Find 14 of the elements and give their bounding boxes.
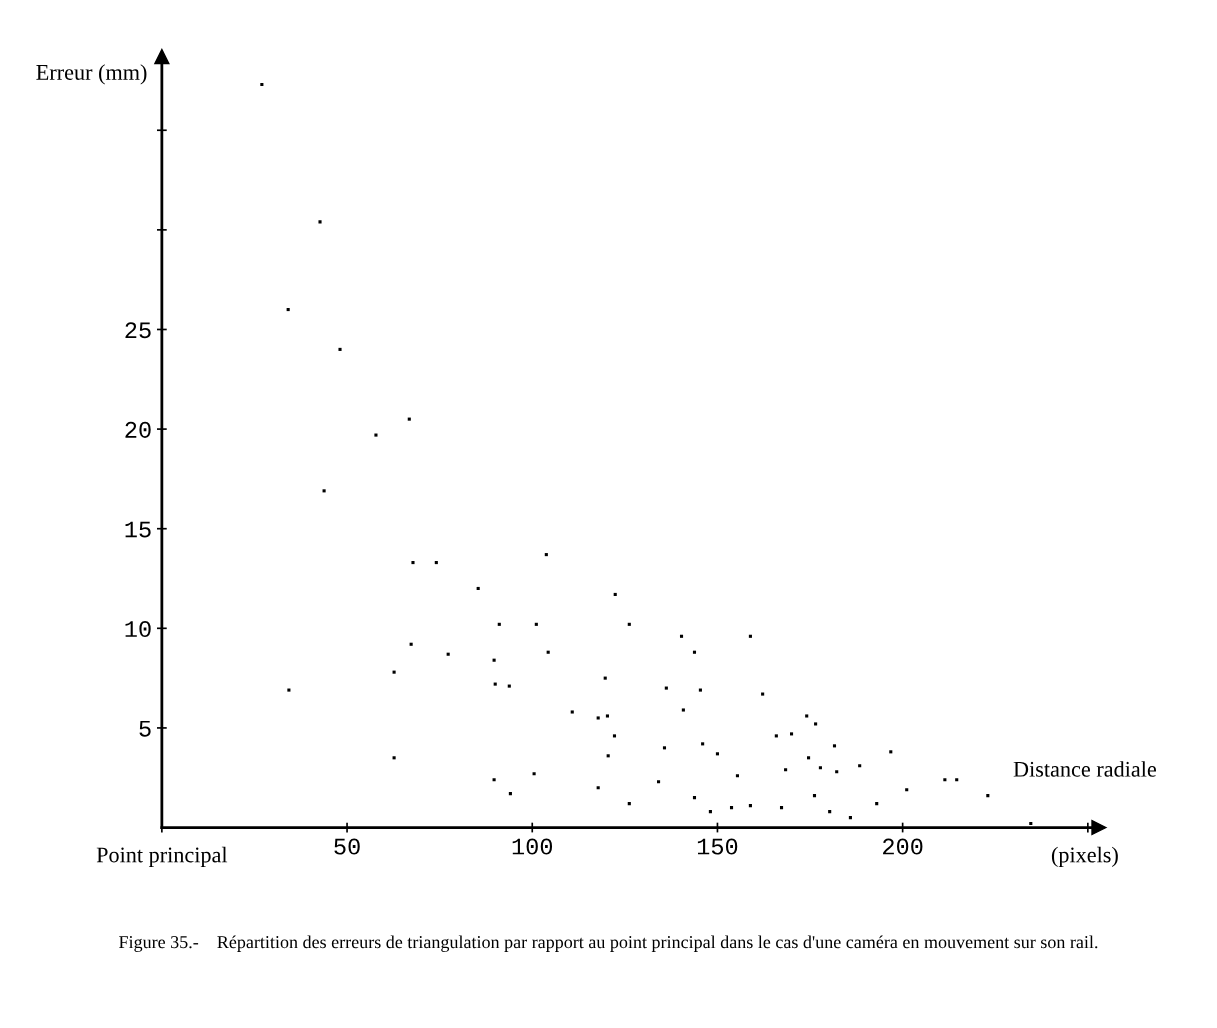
y-tick-label: 20 <box>125 421 151 438</box>
x-tick-label: 150 <box>697 838 738 855</box>
x-tick-label: 50 <box>334 838 360 855</box>
x-tick-label: 200 <box>883 838 923 855</box>
text: (pixels) <box>1051 846 1118 867</box>
y-tick-label: 25 <box>125 322 151 339</box>
y-tick-label: 5 <box>139 720 151 737</box>
y-tick-label: 15 <box>125 521 151 538</box>
text: Point principal <box>96 846 228 867</box>
caption: Figure 35.- Répartition des erreurs de triangulation par rapport au point principal dans le cas d'une caméra en mouvement sur son rail. <box>119 935 1098 952</box>
x-tick-label: 100 <box>512 838 553 855</box>
x-axis-title: Distance radiale <box>1013 761 1156 777</box>
y-axis-title: Erreur (mm) <box>36 64 147 85</box>
y-tick-label: 10 <box>125 621 151 638</box>
